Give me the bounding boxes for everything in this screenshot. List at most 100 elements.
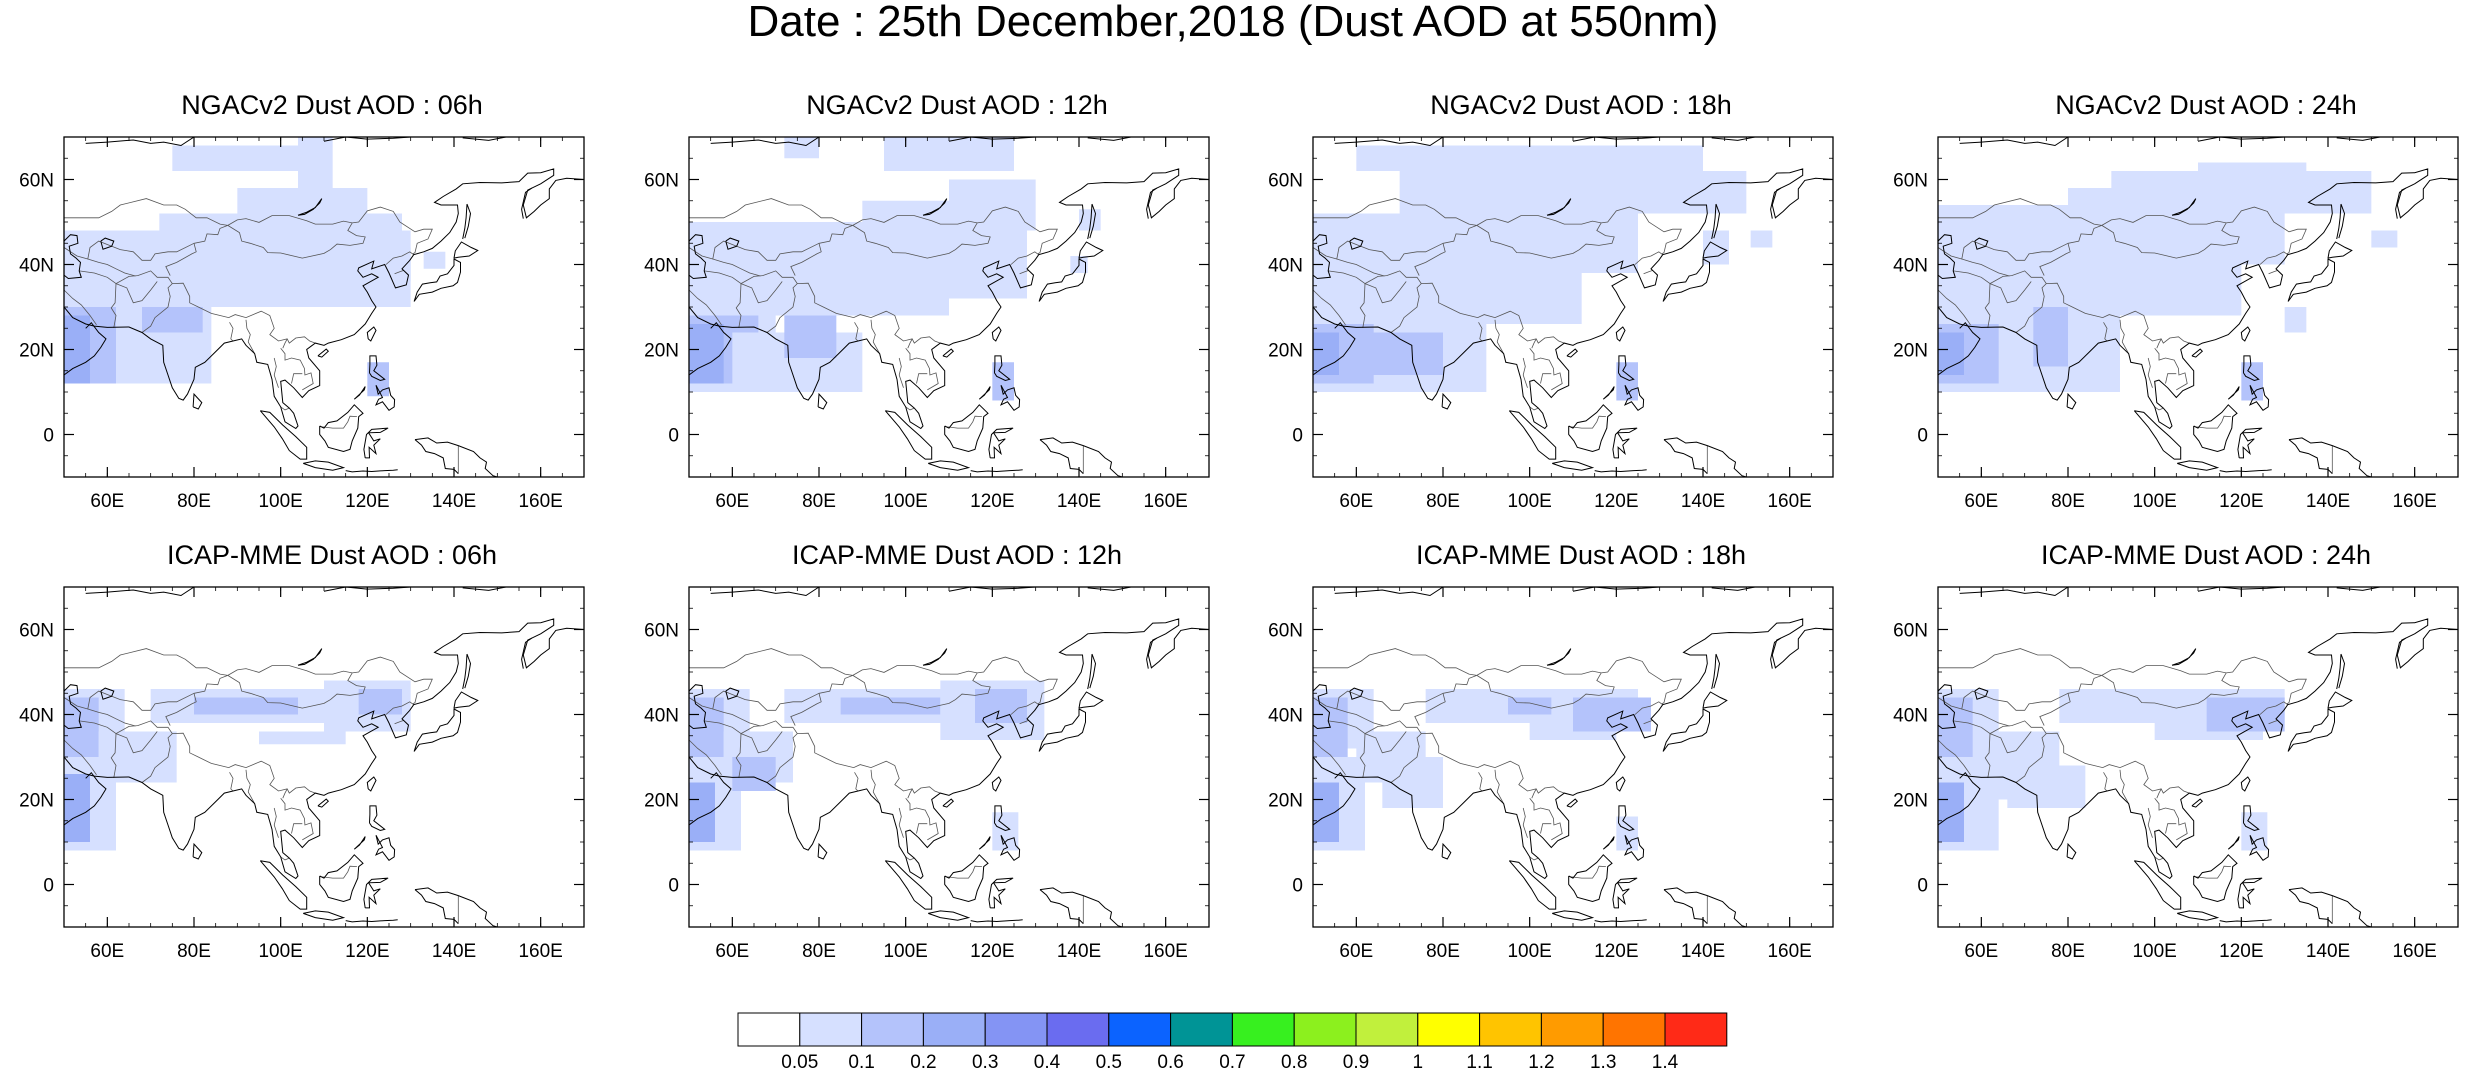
coastline bbox=[1663, 889, 1708, 924]
coastline bbox=[1349, 237, 1364, 250]
country-border bbox=[1984, 270, 2190, 344]
map-panel: ICAP-MME Dust AOD : 12h 60E 80E 100E 120E 140… bbox=[644, 540, 1227, 970]
dust-cell bbox=[2033, 307, 2068, 367]
coastline bbox=[922, 198, 948, 216]
lat-tick-label: 40N bbox=[1268, 706, 1303, 727]
map-panel: ICAP-MME Dust AOD : 06h 60E 80E 100E 120E 140… bbox=[19, 540, 602, 970]
country-border bbox=[1359, 720, 1565, 794]
coastline bbox=[1711, 203, 1721, 240]
country-border bbox=[905, 797, 939, 841]
lat-tick-label: 20N bbox=[1893, 791, 1928, 812]
coastline bbox=[2288, 889, 2333, 924]
country-border bbox=[64, 240, 195, 261]
map-plot: 60E 80E 100E 120E 140E 160E 60N 40N 20N 0 bbox=[1893, 586, 2459, 962]
coastline bbox=[345, 469, 398, 473]
lon-tick-label: 140E bbox=[1057, 491, 1101, 512]
lat-tick-label: 60N bbox=[19, 171, 54, 192]
dust-cell bbox=[64, 774, 90, 842]
country-border bbox=[2259, 701, 2288, 715]
country-border bbox=[87, 708, 136, 727]
coastline bbox=[2287, 708, 2335, 752]
lon-tick-label: 140E bbox=[1681, 491, 1725, 512]
country-border bbox=[64, 289, 97, 326]
country-border bbox=[2259, 251, 2288, 265]
coastline bbox=[928, 910, 971, 921]
lat-tick-label: 20N bbox=[1893, 341, 1928, 362]
country-border bbox=[2154, 797, 2188, 841]
country-border bbox=[712, 258, 761, 277]
coastline bbox=[462, 653, 472, 690]
country-border bbox=[394, 720, 404, 725]
lon-tick-label: 160E bbox=[1767, 941, 1811, 962]
lon-tick-label: 100E bbox=[2132, 941, 2176, 962]
coastline bbox=[1038, 708, 1086, 752]
coastline bbox=[1594, 469, 1647, 473]
lon-tick-label: 140E bbox=[432, 941, 476, 962]
coastline bbox=[1612, 877, 1638, 909]
coastline bbox=[1623, 834, 1645, 861]
country-border bbox=[1953, 720, 1991, 734]
dust-cell bbox=[2206, 697, 2285, 732]
coastline bbox=[1313, 234, 1331, 280]
coastline bbox=[413, 258, 461, 302]
country-border bbox=[1313, 289, 1346, 326]
map-panel: NGACv2 Dust AOD : 18h 60E 80E 100E 120E 140E 1… bbox=[1268, 90, 1851, 520]
country-border bbox=[1313, 648, 1477, 676]
coastline bbox=[725, 687, 740, 700]
country-border bbox=[1328, 720, 1366, 734]
lat-tick-label: 20N bbox=[1268, 791, 1303, 812]
coastline bbox=[2219, 919, 2272, 923]
country-border bbox=[280, 797, 314, 841]
lat-tick-label: 40N bbox=[19, 256, 54, 277]
lon-tick-label: 60E bbox=[90, 491, 124, 512]
dust-cell bbox=[1750, 230, 1773, 248]
coastline bbox=[817, 392, 828, 410]
coastline bbox=[1566, 348, 1579, 358]
coastline bbox=[1602, 386, 1615, 400]
coastline bbox=[1039, 889, 1084, 924]
panel-title: NGACv2 Dust AOD : 12h bbox=[806, 90, 1108, 120]
coastline bbox=[2336, 587, 2381, 591]
colorbar-label: 0.7 bbox=[1219, 1052, 1245, 1071]
coastline bbox=[1146, 187, 1158, 219]
coastline bbox=[1702, 241, 1728, 259]
country-border bbox=[740, 281, 783, 304]
country-border bbox=[898, 357, 904, 388]
country-border bbox=[110, 720, 316, 794]
country-border bbox=[1328, 270, 1366, 284]
coastline bbox=[2336, 653, 2346, 690]
lon-tick-label: 140E bbox=[2306, 941, 2350, 962]
coastline bbox=[1702, 691, 1728, 709]
country-border bbox=[1938, 198, 2102, 226]
colorbar-swatch bbox=[1355, 1012, 1419, 1047]
coastline bbox=[2171, 648, 2197, 666]
country-border bbox=[1989, 731, 2032, 754]
lon-tick-label: 100E bbox=[1507, 941, 1551, 962]
dust-cell bbox=[1313, 332, 1339, 375]
country-border bbox=[2147, 357, 2153, 388]
coastline bbox=[374, 834, 396, 861]
coastline bbox=[994, 805, 1011, 832]
lon-tick-label: 80E bbox=[177, 491, 211, 512]
dust-cell bbox=[992, 362, 1014, 401]
lat-tick-label: 60N bbox=[644, 171, 679, 192]
panel-title: NGACv2 Dust AOD : 18h bbox=[1430, 90, 1732, 120]
lat-tick-label: 0 bbox=[43, 426, 54, 447]
country-border bbox=[2101, 215, 2240, 259]
coastline bbox=[413, 708, 461, 752]
country-border bbox=[87, 258, 136, 277]
colorbar: 0.05 0.1 0.2 0.3 0.4 0.5 0.6 0.7 0.8 0.9 1 1.1 1.2 1.… bbox=[737, 1012, 1728, 1071]
coastline bbox=[942, 348, 955, 358]
dust-cell bbox=[840, 697, 941, 715]
coastline bbox=[192, 842, 203, 860]
country-border bbox=[766, 733, 798, 783]
country-border bbox=[1529, 406, 1539, 411]
coastline bbox=[521, 187, 533, 219]
coastline bbox=[64, 618, 584, 880]
dust-cell bbox=[172, 145, 303, 171]
lon-tick-label: 60E bbox=[715, 941, 749, 962]
country-border bbox=[704, 270, 742, 284]
lon-tick-label: 80E bbox=[1426, 941, 1460, 962]
lon-tick-label: 120E bbox=[345, 941, 389, 962]
lat-tick-label: 0 bbox=[668, 426, 679, 447]
